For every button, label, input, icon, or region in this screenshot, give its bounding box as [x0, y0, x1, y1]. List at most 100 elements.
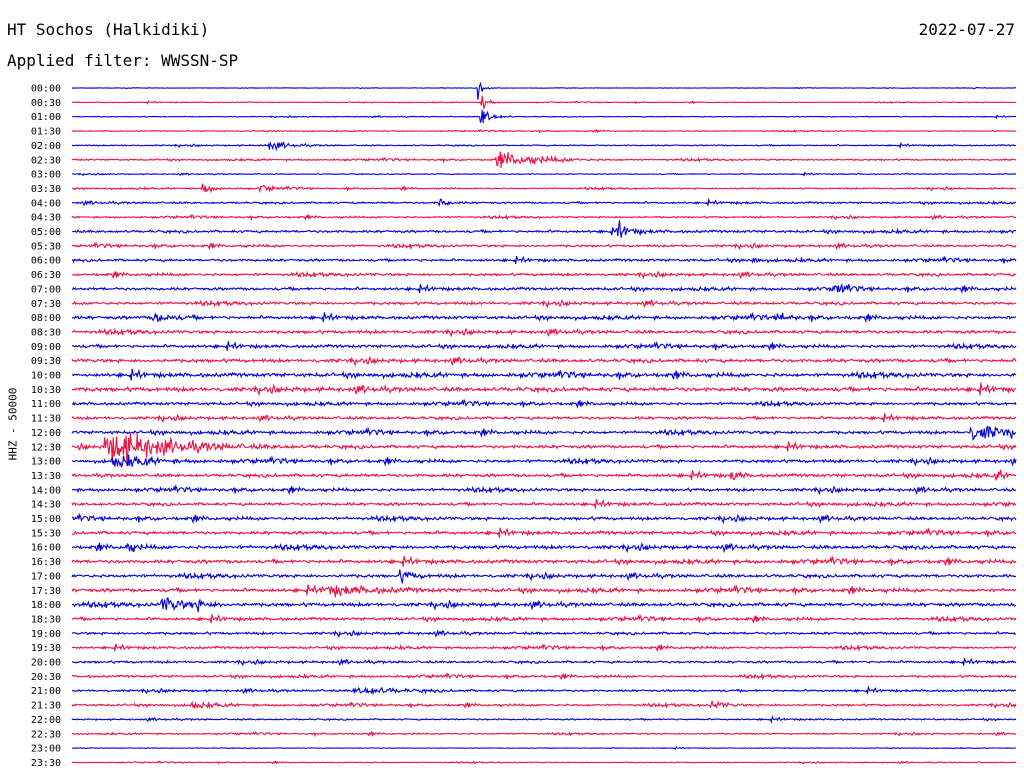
trace-line: [71, 424, 1017, 441]
trace-line: [71, 700, 1017, 710]
trace-line: [71, 584, 1017, 598]
time-label: 05:30: [31, 241, 61, 252]
trace-line: [71, 499, 1017, 509]
trace-line: [71, 542, 1017, 554]
time-label: 22:30: [31, 729, 61, 740]
time-label: 02:00: [31, 141, 61, 152]
trace-line: [71, 555, 1017, 567]
time-label: 06:30: [31, 270, 61, 281]
time-label: 20:30: [31, 672, 61, 683]
trace-line: [71, 569, 1017, 584]
time-label: 10:30: [31, 385, 61, 396]
time-label: 11:00: [31, 399, 61, 410]
time-label: 13:30: [31, 471, 61, 482]
trace-line: [71, 672, 1017, 681]
trace-line: [71, 512, 1017, 524]
time-label: 19:00: [31, 629, 61, 640]
time-label: 16:30: [31, 557, 61, 568]
trace-line: [71, 282, 1017, 294]
trace-line: [71, 197, 1017, 207]
trace-line: [72, 81, 1017, 100]
time-label: 05:00: [31, 227, 61, 238]
time-label: 04:30: [31, 213, 61, 224]
time-label: 21:00: [31, 686, 61, 697]
time-label: 07:30: [31, 299, 61, 310]
trace-line: [71, 355, 1017, 367]
trace-line: [71, 730, 1017, 738]
time-label: 15:30: [31, 528, 61, 539]
trace-line: [71, 382, 1017, 397]
trace-line: [71, 454, 1017, 469]
trace-line: [71, 255, 1017, 265]
trace-line: [71, 643, 1017, 653]
time-label: 00:00: [31, 84, 61, 95]
trace-line: [71, 270, 1017, 280]
trace-line: [71, 368, 1017, 381]
trace-line: [71, 760, 1017, 765]
trace-line: [71, 398, 1017, 409]
time-label: 00:30: [31, 98, 61, 109]
time-label: 01:30: [31, 127, 61, 138]
time-label: 12:00: [31, 428, 61, 439]
time-label: 09:30: [31, 356, 61, 367]
trace-line: [71, 715, 1017, 724]
trace-line: [71, 183, 1017, 194]
time-label: 23:30: [31, 758, 61, 769]
trace-line: [71, 327, 1017, 338]
trace-line: [71, 95, 1017, 109]
time-label: 10:00: [31, 371, 61, 382]
trace-line: [71, 340, 1017, 352]
trace-line: [71, 685, 1017, 696]
trace-line: [71, 311, 1017, 324]
trace-line: [71, 469, 1017, 481]
trace-line: [71, 241, 1017, 251]
time-label: 17:30: [31, 586, 61, 597]
trace-line: [71, 299, 1017, 309]
time-label: 19:30: [31, 643, 61, 654]
time-label: 07:00: [31, 284, 61, 295]
trace-line: [71, 220, 1017, 238]
time-label: 09:00: [31, 342, 61, 353]
trace-line: [71, 141, 1017, 152]
trace-line: [71, 413, 1017, 424]
time-label: 01:00: [31, 112, 61, 123]
date-label: 2022-07-27: [918, 20, 1015, 39]
time-label: 16:00: [31, 543, 61, 554]
time-label: 23:00: [31, 744, 61, 755]
trace-line: [71, 629, 1017, 638]
trace-line: [71, 613, 1017, 624]
time-label: 14:00: [31, 485, 61, 496]
time-label: 08:30: [31, 327, 61, 338]
time-label: 04:00: [31, 198, 61, 209]
time-label: 06:00: [31, 256, 61, 267]
time-label: 02:30: [31, 155, 61, 166]
time-label: 03:00: [31, 170, 61, 181]
time-label: 20:00: [31, 658, 61, 669]
time-label: 12:30: [31, 442, 61, 453]
time-label: 11:30: [31, 414, 61, 425]
time-label: 22:00: [31, 715, 61, 726]
trace-line: [71, 432, 1017, 466]
time-label: 18:30: [31, 614, 61, 625]
trace-line: [71, 128, 1017, 134]
time-label: 13:00: [31, 457, 61, 468]
time-label: 14:30: [31, 500, 61, 511]
trace-line: [71, 213, 1017, 222]
trace-line: [71, 657, 1017, 667]
trace-line: [71, 527, 1017, 538]
time-label: 21:30: [31, 701, 61, 712]
trace-line: [71, 597, 1017, 613]
time-label: 18:00: [31, 600, 61, 611]
trace-line: [71, 109, 1017, 124]
time-label: 03:30: [31, 184, 61, 195]
filter-label: Applied filter: WWSSN-SP: [7, 51, 239, 70]
station-title: HT Sochos (Halkidiki): [7, 20, 210, 39]
trace-line: [71, 171, 1017, 177]
time-label: 17:00: [31, 571, 61, 582]
time-label: 08:00: [31, 313, 61, 324]
time-label: 15:00: [31, 514, 61, 525]
trace-line: [71, 484, 1017, 496]
trace-line: [71, 746, 1017, 750]
trace-line: [71, 151, 1017, 168]
